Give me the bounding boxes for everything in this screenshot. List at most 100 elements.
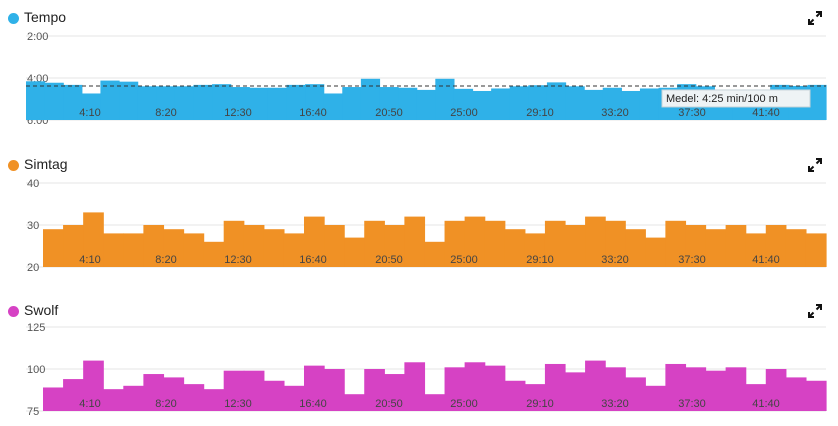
bar <box>183 384 205 411</box>
bar <box>83 212 104 267</box>
bar <box>544 363 566 411</box>
bar <box>424 394 446 411</box>
bar <box>807 84 827 120</box>
x-tick-label: 25:00 <box>450 254 478 266</box>
y-tick-label: 125 <box>27 322 45 334</box>
bar <box>705 370 727 411</box>
bar <box>584 89 604 120</box>
bar <box>685 367 707 411</box>
bar <box>286 84 306 120</box>
bar <box>137 86 157 120</box>
tempo-chart: 2:004:006:004:10 8:20 12:30 16:40 20:50 25:00… <box>26 31 827 127</box>
bar <box>263 380 285 411</box>
bar <box>283 385 305 411</box>
bar <box>625 377 646 411</box>
y-tick-label: 75 <box>27 406 39 418</box>
bar <box>344 237 365 267</box>
bar <box>685 225 707 267</box>
expand-icon[interactable] <box>808 11 822 25</box>
bar <box>344 394 365 411</box>
bar <box>324 225 345 267</box>
simtag-legend-dot <box>8 160 19 171</box>
bar <box>404 362 426 411</box>
bar <box>565 225 586 267</box>
bars <box>43 212 827 267</box>
bar <box>384 225 405 267</box>
bar <box>44 82 64 120</box>
bar <box>323 93 343 120</box>
x-tick-label: 8:20 <box>155 254 176 266</box>
bar <box>805 380 827 411</box>
bar <box>484 365 506 411</box>
bar <box>364 220 385 267</box>
x-tick-label: 37:30 <box>678 254 706 266</box>
bar <box>243 225 265 267</box>
bar <box>491 88 511 120</box>
x-tick-label: 37:30 <box>678 107 706 119</box>
x-tick-label: 8:20 <box>155 398 176 410</box>
bar <box>212 84 232 120</box>
bar <box>43 229 64 267</box>
bar <box>364 369 385 411</box>
bar <box>544 220 566 267</box>
x-tick-label: 20:50 <box>375 107 403 119</box>
swolf-title: Swolf <box>24 302 59 318</box>
simtag-header: Simtag <box>0 155 838 177</box>
x-tick-label: 25:00 <box>450 398 478 410</box>
bar <box>785 377 807 411</box>
bar <box>725 367 747 411</box>
x-tick-label: 16:40 <box>299 398 327 410</box>
bar <box>625 229 646 267</box>
x-tick-label: 41:40 <box>752 254 780 266</box>
bar <box>63 379 84 411</box>
bar <box>163 229 185 267</box>
x-tick-label: 33:20 <box>601 398 629 410</box>
bar <box>725 225 747 267</box>
bar <box>324 369 345 411</box>
bar <box>123 233 144 267</box>
bar <box>585 216 606 267</box>
bar <box>203 389 225 411</box>
bar <box>504 229 526 267</box>
bar <box>509 86 529 120</box>
bar <box>103 233 124 267</box>
bar <box>472 90 492 120</box>
x-tick-label: 4:10 <box>79 254 100 266</box>
y-tick-label: 40 <box>27 178 39 190</box>
bar <box>243 370 265 411</box>
swolf-legend-dot <box>8 306 19 317</box>
swolf-header: Swolf <box>0 301 838 323</box>
x-tick-label: 12:30 <box>224 254 252 266</box>
tempo-header: Tempo <box>0 8 838 30</box>
x-tick-label: 33:20 <box>601 107 629 119</box>
x-tick-label: 12:30 <box>224 107 252 119</box>
x-tick-label: 4:10 <box>79 398 100 410</box>
x-tick-label: 33:20 <box>601 254 629 266</box>
bar <box>585 360 606 411</box>
bar <box>435 78 455 120</box>
bar <box>785 229 807 267</box>
bar <box>267 87 288 120</box>
bars <box>43 360 827 411</box>
bars <box>26 78 827 120</box>
expand-icon[interactable] <box>808 304 822 318</box>
bar <box>444 220 466 267</box>
bar <box>416 89 436 120</box>
x-tick-label: 16:40 <box>299 254 327 266</box>
swolf-panel: Swolf 125 100 75 4:10 8:20 12:30 16:40 20:50 25:… <box>0 301 838 419</box>
bar <box>230 87 250 120</box>
bar <box>645 237 666 267</box>
expand-icon[interactable] <box>808 158 822 172</box>
bar <box>384 374 405 411</box>
bar <box>304 365 325 411</box>
bar <box>249 87 269 120</box>
x-tick-label: 25:00 <box>450 107 478 119</box>
average-label: Medel: 4:25 min/100 m <box>666 93 778 105</box>
simtag-chart: 40 30 20 4:10 8:20 12:30 16:40 20:50 25:00 29:10 3… <box>26 178 827 274</box>
bar <box>605 367 626 411</box>
tempo-panel: Tempo 2:00 4:00 6:00 4:10 8:20 12:30 16:40 20:5… <box>0 8 838 130</box>
x-tick-label: 29:10 <box>526 107 554 119</box>
x-tick-label: 41:40 <box>752 398 780 410</box>
bar <box>639 88 660 120</box>
y-tick-label: 2:00 <box>27 31 48 43</box>
